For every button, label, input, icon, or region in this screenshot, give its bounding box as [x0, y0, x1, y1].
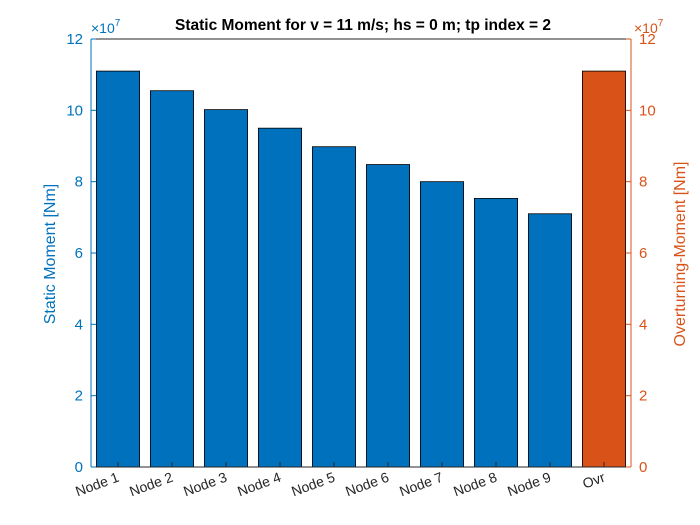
svg-text:×107: ×107: [91, 18, 121, 36]
x-tick-label: Node 2: [127, 469, 175, 500]
chart-title: Static Moment for v = 11 m/s; hs = 0 m; …: [175, 17, 551, 34]
left-exponent-power: 7: [115, 18, 121, 29]
right-tick-label: 10: [639, 102, 656, 119]
x-tick-label: Node 3: [181, 469, 229, 500]
bar-node-4: [257, 127, 302, 468]
left-tick-label: 2: [75, 388, 83, 405]
right-axis-exponent: ×107: [634, 18, 664, 36]
bar-node-1: [96, 70, 141, 468]
x-tick-label: Node 8: [451, 469, 499, 500]
bar-node-9: [528, 213, 573, 468]
bar-node-5: [311, 146, 356, 468]
x-tick-label: Node 7: [397, 469, 445, 500]
left-tick-label: 10: [66, 102, 83, 119]
left-tick-label: 0: [75, 459, 83, 476]
right-tick-label: 0: [639, 459, 647, 476]
bar-ovr: [582, 70, 627, 468]
right-tick-label: 4: [639, 316, 647, 333]
x-tick-labels: Node 1 Node 2 Node 3 Node 4 Node 5 Node 6 Node…: [73, 469, 607, 500]
left-tick-label: 12: [66, 31, 83, 48]
x-tick-label: Node 9: [505, 469, 553, 500]
left-tick-label: 4: [75, 316, 83, 333]
bar-node-3: [203, 109, 248, 468]
left-axis-label: Static Moment [Nm]: [42, 184, 59, 324]
left-tick-label: 8: [75, 174, 83, 191]
bar-node-2: [149, 90, 194, 468]
bar-node-6: [365, 164, 410, 468]
right-tick-label: 2: [639, 388, 647, 405]
x-tick-label: Node 4: [235, 469, 283, 500]
x-tick-label: Node 6: [343, 469, 391, 500]
axes-group: [90, 38, 632, 468]
left-tick-labels: 0 2 4 6 8 10 12: [66, 31, 83, 476]
left-axis-exponent: ×107: [91, 18, 121, 36]
left-tick-label: 6: [75, 245, 83, 262]
right-axis-label: Overturning-Moment [Nm]: [672, 162, 689, 347]
bar-node-8: [473, 198, 518, 468]
left-exponent-base: ×10: [91, 20, 115, 36]
right-tick-label: 6: [639, 245, 647, 262]
bar-node-7: [419, 181, 464, 468]
right-tick-labels: 0 2 4 6 8 10 12: [639, 31, 656, 476]
svg-text:×107: ×107: [634, 18, 664, 36]
bars-group: [96, 70, 627, 468]
right-tick-label: 12: [639, 31, 656, 48]
right-tick-label: 8: [639, 174, 647, 191]
x-tick-label: Ovr: [580, 469, 607, 492]
right-exponent-power: 7: [658, 18, 664, 29]
x-tick-label: Node 5: [289, 469, 337, 500]
right-exponent-base: ×10: [634, 20, 658, 36]
